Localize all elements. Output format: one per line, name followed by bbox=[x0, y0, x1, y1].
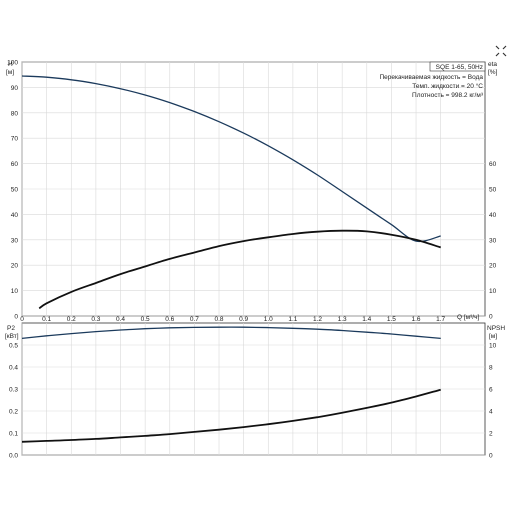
head-tick-label: 80 bbox=[11, 110, 19, 117]
x-tick-label: 0 bbox=[20, 316, 24, 323]
head-axis-unit: [м] bbox=[6, 69, 14, 76]
eta-tick-label: 10 bbox=[489, 288, 497, 295]
power-axis-label: P2 bbox=[7, 325, 15, 332]
eta-tick-label: 50 bbox=[489, 187, 497, 194]
x-tick-label: 1.2 bbox=[313, 316, 322, 323]
head-tick-label: 0 bbox=[14, 314, 18, 321]
pump-title: SQE 1-65, 50Hz bbox=[436, 64, 483, 71]
head-tick-label: 70 bbox=[11, 136, 19, 143]
head-axis-label: H bbox=[8, 61, 13, 68]
x-tick-label: 1.5 bbox=[387, 316, 396, 323]
npsh-tick-label: 6 bbox=[489, 387, 493, 394]
power-tick-label: 0.1 bbox=[9, 431, 18, 438]
upper-right-tick-labels: 0 10 20 30 40 50 60 bbox=[489, 161, 497, 320]
info-line-liquid: Перекачиваемая жидкость = Вода bbox=[379, 74, 483, 81]
power-tick-label: 0.3 bbox=[9, 387, 18, 394]
power-tick-label: 0.0 bbox=[9, 453, 18, 460]
npsh-tick-label: 8 bbox=[489, 365, 493, 372]
head-curve bbox=[21, 75, 441, 243]
x-tick-label: 1.0 bbox=[264, 316, 273, 323]
npsh-axis-label: NPSH bbox=[487, 325, 505, 332]
eta-axis-unit: [%] bbox=[488, 69, 498, 76]
eta-tick-label: 30 bbox=[489, 237, 497, 244]
head-tick-label: 90 bbox=[11, 85, 19, 92]
x-tick-label: 0.1 bbox=[42, 316, 51, 323]
upper-curves bbox=[21, 75, 441, 310]
npsh-tick-label: 4 bbox=[489, 409, 493, 416]
head-tick-label: 40 bbox=[11, 212, 19, 219]
x-tick-label: 0.7 bbox=[190, 316, 199, 323]
eta-axis-label: eta bbox=[488, 61, 497, 68]
x-tick-label: 0.9 bbox=[239, 316, 248, 323]
lower-grid bbox=[21, 323, 485, 456]
npsh-axis-unit: [м] bbox=[489, 333, 497, 340]
x-tick-label: 1.6 bbox=[412, 316, 421, 323]
settings-icon[interactable] bbox=[495, 45, 507, 57]
head-tick-label: 100 bbox=[7, 60, 18, 67]
lower-curves bbox=[21, 326, 441, 443]
x-tick-label: 0.6 bbox=[165, 316, 174, 323]
x-tick-label: 0.2 bbox=[67, 316, 76, 323]
npsh-tick-label: 10 bbox=[489, 343, 497, 350]
x-tick-label: 0.5 bbox=[141, 316, 150, 323]
lower-panel: 0.0 0.1 0.2 0.3 0.4 0.5 0 2 4 6 8 10 P2 [кВт] NPSH… bbox=[5, 322, 505, 460]
head-tick-label: 60 bbox=[11, 161, 19, 168]
eta-tick-label: 20 bbox=[489, 263, 497, 270]
head-tick-label: 10 bbox=[11, 288, 19, 295]
x-tick-label: 1.4 bbox=[362, 316, 371, 323]
npsh-tick-label: 0 bbox=[489, 453, 493, 460]
power-tick-label: 0.5 bbox=[9, 343, 18, 350]
upper-panel: 0 0.1 0.2 0.3 0.4 0.5 0.6 0.7 0.8 0.9 1.0 1.1 1.2 1.3… bbox=[6, 60, 498, 324]
eta-tick-label: 40 bbox=[489, 212, 497, 219]
x-tick-label: 1.3 bbox=[338, 316, 347, 323]
eta-tick-label: 60 bbox=[489, 161, 497, 168]
x-tick-label: 0.3 bbox=[91, 316, 100, 323]
upper-grid bbox=[21, 61, 485, 317]
npsh-curve bbox=[21, 388, 441, 443]
flow-axis-label: Q [м³/ч] bbox=[457, 314, 479, 321]
power-curve bbox=[21, 326, 441, 340]
power-tick-label: 0.2 bbox=[9, 409, 18, 416]
npsh-tick-label: 2 bbox=[489, 431, 493, 438]
upper-left-tick-labels: 0 10 20 30 40 50 60 70 80 90 100 bbox=[7, 60, 18, 321]
head-tick-label: 20 bbox=[11, 263, 19, 270]
head-tick-label: 30 bbox=[11, 237, 19, 244]
lower-right-tick-labels: 0 2 4 6 8 10 bbox=[489, 343, 497, 460]
power-tick-label: 0.4 bbox=[9, 365, 18, 372]
head-tick-label: 50 bbox=[11, 187, 19, 194]
efficiency-curve bbox=[38, 229, 441, 310]
info-line-density: Плотность = 998.2 кг/м³ bbox=[412, 92, 484, 99]
x-tick-label: 0.4 bbox=[116, 316, 125, 323]
power-axis-unit: [кВт] bbox=[5, 333, 19, 340]
info-line-temperature: Темп. жидкости = 20 °C bbox=[412, 82, 483, 90]
lower-left-tick-labels: 0.0 0.1 0.2 0.3 0.4 0.5 bbox=[9, 343, 18, 460]
x-tick-label: 1.1 bbox=[288, 316, 297, 323]
x-tick-label: 1.7 bbox=[436, 316, 445, 323]
eta-tick-label: 0 bbox=[489, 314, 493, 321]
x-tick-label: 0.8 bbox=[214, 316, 223, 323]
title-box bbox=[429, 61, 486, 72]
upper-x-tick-labels: 0 0.1 0.2 0.3 0.4 0.5 0.6 0.7 0.8 0.9 1.0 1.1 1.2 1.3… bbox=[20, 316, 445, 323]
